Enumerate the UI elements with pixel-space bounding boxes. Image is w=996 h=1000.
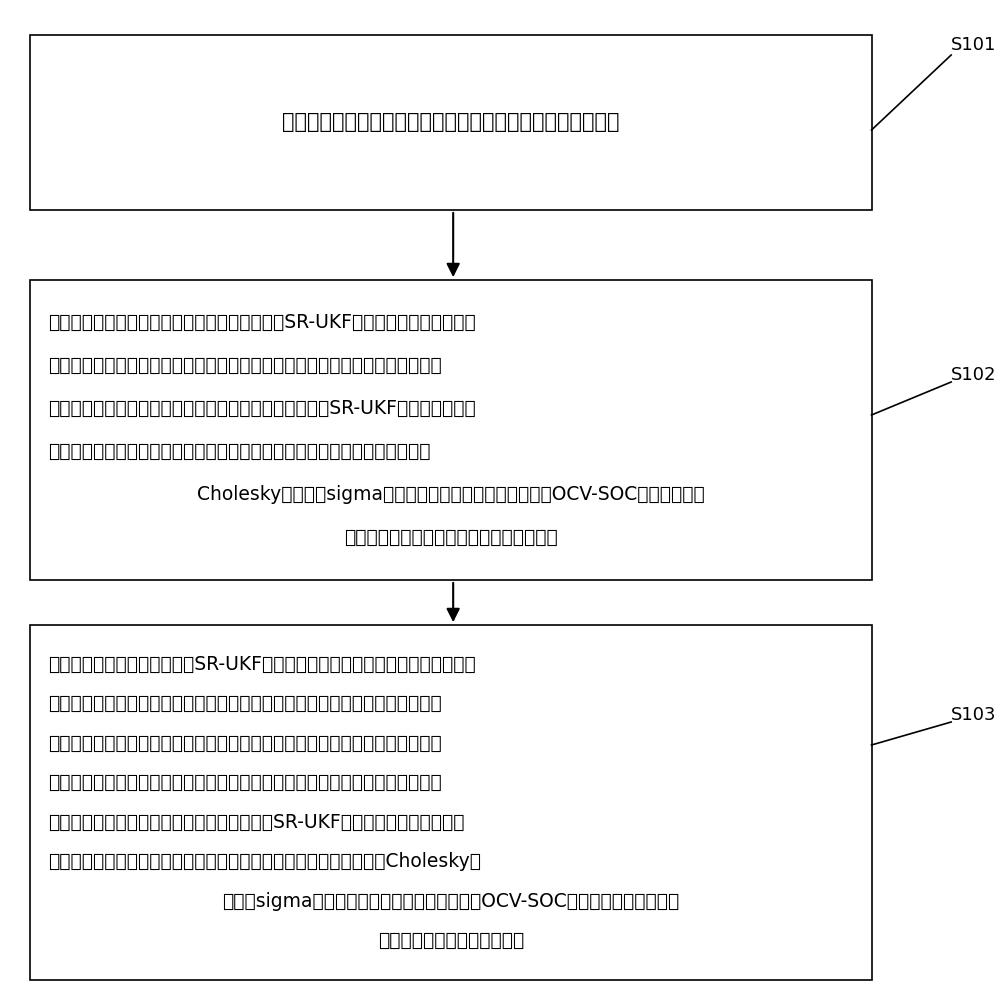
- Text: 建立锂离子动力电池的荷电状态空间模型与健康状态空间模型: 建立锂离子动力电池的荷电状态空间模型与健康状态空间模型: [282, 112, 620, 132]
- Text: 锂离子动力电池的荷电状态以及极化电压，根据极化电压更新健康状态空间模型: 锂离子动力电池的荷电状态以及极化电压，根据极化电压更新健康状态空间模型: [48, 356, 441, 375]
- Text: 容量，根据欧姆内阻或实际额定容量计算得到锂离子动力电池的健康状态，以及: 容量，根据欧姆内阻或实际额定容量计算得到锂离子动力电池的健康状态，以及: [48, 734, 441, 753]
- Text: S102: S102: [951, 366, 996, 384]
- Text: 中，根据健康状态空间模型中的状态变量的均值与状态误差协方差的Cholesky因: 中，根据健康状态空间模型中的状态变量的均值与状态误差协方差的Cholesky因: [48, 852, 481, 871]
- Text: Cholesky因子构造sigma点集，并且通过查询当前条件下的OCV-SOC映射表得到荷: Cholesky因子构造sigma点集，并且通过查询当前条件下的OCV-SOC映…: [197, 485, 704, 504]
- Text: 量参数；其中，基于健康状态空间模型并利用SR-UKF算法进行迭代计算的过程: 量参数；其中，基于健康状态空间模型并利用SR-UKF算法进行迭代计算的过程: [48, 813, 464, 832]
- Bar: [30, 625, 872, 980]
- Text: 基于锂离子动力电池的荷电状态空间模型并利用SR-UKF算法进行迭代计算，得到: 基于锂离子动力电池的荷电状态空间模型并利用SR-UKF算法进行迭代计算，得到: [48, 313, 475, 332]
- Text: 子构造sigma点集，并且通过查询当前条件下的OCV-SOC映射表得到健康状态空: 子构造sigma点集，并且通过查询当前条件下的OCV-SOC映射表得到健康状态空: [222, 892, 679, 911]
- Text: 欧姆内阻，根据锂离子动力电池的荷电状态计算得到锂离子动力电池的实际额定: 欧姆内阻，根据锂离子动力电池的荷电状态计算得到锂离子动力电池的实际额定: [48, 694, 441, 713]
- Bar: [30, 280, 872, 580]
- Text: 间模型中关于量测方程的系数: 间模型中关于量测方程的系数: [377, 931, 524, 950]
- Text: 中的极化电压参数；其中，基于荷电状态空间模型并利用SR-UKF算法进行迭代计: 中的极化电压参数；其中，基于荷电状态空间模型并利用SR-UKF算法进行迭代计: [48, 399, 475, 418]
- Text: 电状态空间模型中关于量测方程的系数矩阵: 电状态空间模型中关于量测方程的系数矩阵: [344, 528, 558, 547]
- Bar: [30, 35, 872, 210]
- Text: 基于健康状态空间模型并利用SR-UKF算法进行迭代计算，得到锂离子动力电池的: 基于健康状态空间模型并利用SR-UKF算法进行迭代计算，得到锂离子动力电池的: [48, 655, 475, 674]
- Text: 算的过程中，根据荷电状态空间模型中的状态向量的均值与状态误差协方差的: 算的过程中，根据荷电状态空间模型中的状态向量的均值与状态误差协方差的: [48, 442, 430, 461]
- Text: S101: S101: [951, 36, 996, 54]
- Text: 根据欧姆内阻与实际额定容量更新荷电状态空间模型中的欧姆内阻参数与额定容: 根据欧姆内阻与实际额定容量更新荷电状态空间模型中的欧姆内阻参数与额定容: [48, 773, 441, 792]
- Text: S103: S103: [951, 706, 996, 724]
